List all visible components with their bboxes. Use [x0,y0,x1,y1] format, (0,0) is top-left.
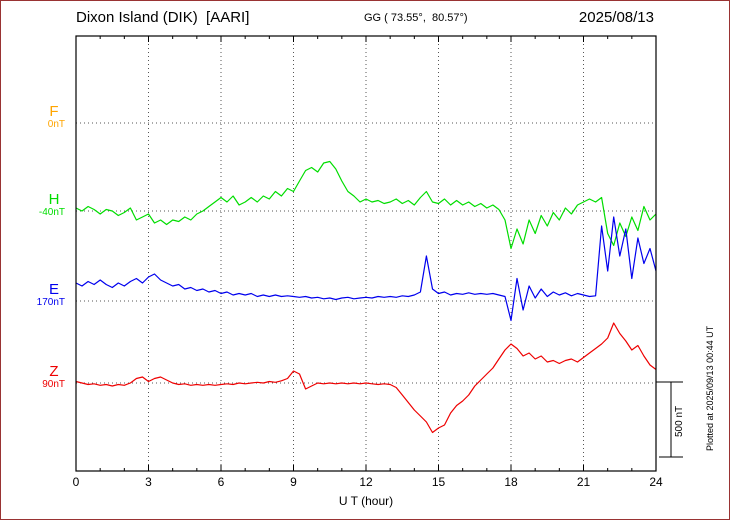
plotted-at-note: Plotted at 2025/09/13 00:44 UT [705,325,715,452]
component-label-F: F [49,103,59,120]
x-tick-label: 21 [576,475,591,489]
x-tick-label: 18 [504,475,518,489]
trace-H [75,160,657,250]
component-baseline-Z: 90nT [42,379,65,390]
component-label-Z: Z [49,363,59,380]
station-title: Dixon Island (DIK) [AARI] [76,9,250,26]
component-baseline-H: -40nT [38,207,65,218]
component-baseline-E: 170nT [36,297,65,308]
x-tick-label: 12 [359,475,373,489]
x-tick-label: 0 [72,475,80,489]
component-label-H: H [48,191,60,208]
geographic-coords: GG ( 73.55°, 80.57°) [364,12,468,24]
trace-Z [75,322,657,434]
x-tick-label: 3 [145,475,152,489]
x-axis-title: U T (hour) [338,494,394,508]
x-tick-label: 9 [290,475,297,489]
x-tick-label: 6 [217,475,225,489]
scale-bar-label: 500 nT [674,405,685,437]
component-label-E: E [48,281,59,298]
component-baseline-F: 0nT [47,119,65,130]
x-tick-label: 24 [649,475,663,489]
x-tick-label: 15 [431,475,446,489]
plot-date: 2025/08/13 [578,9,654,26]
trace-E [75,216,657,322]
